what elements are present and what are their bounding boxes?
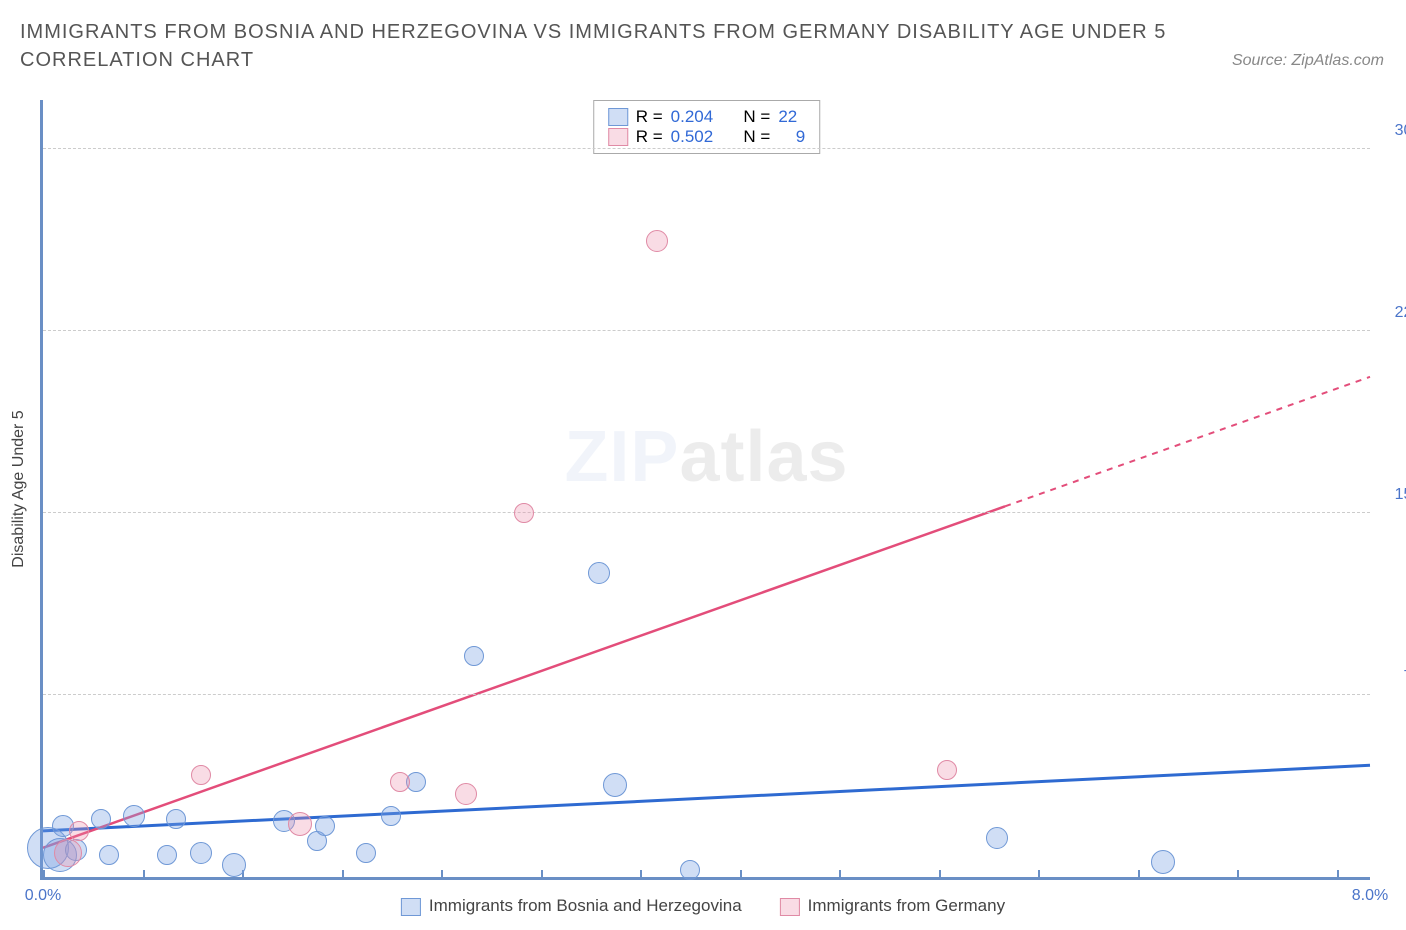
x-label-left: 0.0% <box>25 887 61 905</box>
stats-legend: R = 0.204 N = 22 R = 0.502 N = 9 <box>593 100 821 154</box>
data-point <box>123 805 145 827</box>
chart-title: IMMIGRANTS FROM BOSNIA AND HERZEGOVINA V… <box>20 18 1176 74</box>
legend-item-bosnia: Immigrants from Bosnia and Herzegovina <box>401 896 742 916</box>
data-point <box>166 809 186 829</box>
source-attribution: Source: ZipAtlas.com <box>1232 52 1384 70</box>
data-point <box>464 646 484 666</box>
y-tick-label: 30.0% <box>1395 122 1406 140</box>
data-point <box>54 839 82 867</box>
data-point <box>356 843 376 863</box>
legend-item-germany: Immigrants from Germany <box>780 896 1005 916</box>
legend-swatch-bosnia <box>608 108 628 126</box>
data-point <box>222 853 246 877</box>
y-tick-label: 22.5% <box>1395 304 1406 322</box>
data-point <box>455 783 477 805</box>
data-point <box>1151 850 1175 874</box>
y-axis-title: Disability Age Under 5 <box>10 410 28 567</box>
y-tick-label: 15.0% <box>1395 486 1406 504</box>
legend-swatch-germany <box>608 128 628 146</box>
trend-lines <box>43 100 1370 877</box>
data-point <box>514 503 534 523</box>
data-point <box>390 772 410 792</box>
data-point <box>69 821 89 841</box>
data-point <box>381 806 401 826</box>
data-point <box>937 760 957 780</box>
data-point <box>986 827 1008 849</box>
data-point <box>157 845 177 865</box>
bottom-legend: Immigrants from Bosnia and Herzegovina I… <box>401 896 1005 916</box>
scatter-chart: ZIPatlas Disability Age Under 5 R = 0.20… <box>40 100 1370 880</box>
legend-row-bosnia: R = 0.204 N = 22 <box>608 107 806 127</box>
data-point <box>191 765 211 785</box>
data-point <box>603 773 627 797</box>
data-point <box>91 809 111 829</box>
data-point <box>646 230 668 252</box>
data-point <box>588 562 610 584</box>
data-point <box>99 845 119 865</box>
data-point <box>288 812 312 836</box>
x-label-right: 8.0% <box>1352 887 1388 905</box>
data-point <box>315 816 335 836</box>
data-point <box>680 860 700 880</box>
legend-row-germany: R = 0.502 N = 9 <box>608 127 806 147</box>
data-point <box>190 842 212 864</box>
